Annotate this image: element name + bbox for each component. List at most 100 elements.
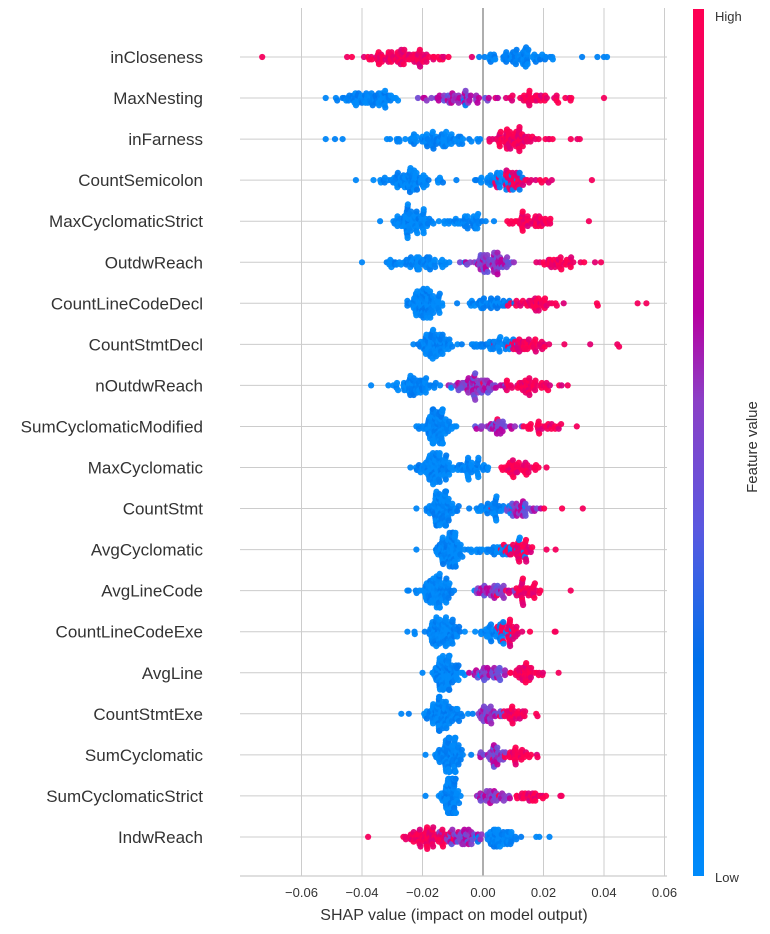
shap-point xyxy=(422,389,429,396)
shap-point xyxy=(558,421,565,428)
shap-point xyxy=(450,464,457,471)
shap-point xyxy=(455,717,463,725)
shap-point xyxy=(535,418,542,425)
shap-point xyxy=(455,761,462,768)
shap-point xyxy=(455,676,462,684)
shap-point xyxy=(465,454,472,461)
x-tick-label: 0.02 xyxy=(531,885,556,900)
shap-point xyxy=(454,300,461,307)
shap-point xyxy=(485,464,492,471)
shap-point xyxy=(446,336,453,343)
shap-point xyxy=(539,669,547,676)
shap-point xyxy=(525,46,532,53)
shap-point xyxy=(509,703,516,710)
shap-point xyxy=(423,97,430,104)
shap-point xyxy=(334,97,341,104)
shap-point xyxy=(541,505,548,512)
shap-point xyxy=(404,201,411,208)
feature-label: MaxNesting xyxy=(113,89,203,108)
shap-point xyxy=(552,546,559,553)
shap-point xyxy=(417,843,424,850)
shap-point xyxy=(430,220,437,227)
shap-point xyxy=(535,464,542,471)
shap-point xyxy=(437,382,444,389)
x-axis: −0.06 −0.04 −0.02 0.00 0.02 0.04 0.06 SHAP val… xyxy=(240,875,677,924)
feature-label: AvgCyclomatic xyxy=(91,541,204,560)
shap-point xyxy=(545,387,552,394)
shap-point xyxy=(446,686,453,693)
shap-point xyxy=(459,553,466,560)
shap-point xyxy=(512,761,519,768)
shap-point xyxy=(413,186,421,193)
shap-point xyxy=(474,99,481,106)
shap-point xyxy=(547,215,554,222)
shap-point xyxy=(523,558,530,565)
shap-point xyxy=(456,628,464,635)
shap-point xyxy=(526,375,533,382)
shap-point xyxy=(508,829,515,836)
shap-point xyxy=(404,628,411,635)
shap-point xyxy=(405,710,412,717)
shap-point xyxy=(513,623,520,631)
feature-label: MaxCyclomaticStrict xyxy=(49,212,203,231)
shap-point xyxy=(478,179,485,186)
shap-point xyxy=(529,544,536,551)
shap-point xyxy=(477,136,484,143)
shap-point xyxy=(424,824,431,831)
shap-point xyxy=(549,136,556,143)
shap-point xyxy=(446,580,453,587)
shap-point xyxy=(410,341,417,348)
shap-point xyxy=(430,843,437,850)
shap-point xyxy=(450,587,458,594)
shap-point xyxy=(497,334,504,341)
shap-point xyxy=(439,406,446,413)
x-tick-label: 0.06 xyxy=(652,885,677,900)
shap-point xyxy=(509,720,516,727)
shap-point xyxy=(427,314,434,321)
shap-point xyxy=(420,230,427,237)
shap-point xyxy=(459,140,466,147)
shap-point xyxy=(413,208,420,215)
shap-point xyxy=(490,218,498,225)
shap-point xyxy=(452,775,459,783)
shap-point xyxy=(581,259,588,266)
feature-label: inFarness xyxy=(128,130,203,149)
shap-point xyxy=(546,833,553,841)
shap-point xyxy=(424,143,431,150)
shap-point xyxy=(591,259,599,266)
shap-point xyxy=(419,669,426,676)
shap-point xyxy=(506,795,513,802)
shap-point xyxy=(426,266,434,273)
shap-point xyxy=(585,218,593,225)
shap-point xyxy=(525,336,532,343)
feature-label: CountLineCodeDecl xyxy=(51,294,203,313)
shap-point xyxy=(477,836,484,843)
shap-point xyxy=(465,710,472,717)
shap-point xyxy=(555,669,562,676)
shap-point xyxy=(492,56,499,63)
shap-point xyxy=(439,440,446,447)
shap-point xyxy=(331,136,339,143)
shap-point xyxy=(519,143,526,150)
shap-point xyxy=(468,548,475,556)
shap-point xyxy=(454,705,461,713)
shap-point xyxy=(523,660,530,667)
shap-point xyxy=(555,425,562,432)
shap-point xyxy=(459,136,467,143)
shap-point xyxy=(503,387,510,394)
shap-point xyxy=(600,94,608,102)
shap-point xyxy=(401,46,408,53)
colorbar-title: Feature value xyxy=(744,401,761,493)
shap-point xyxy=(568,94,575,102)
x-tick-label: 0.00 xyxy=(470,885,495,900)
shap-point xyxy=(559,505,566,512)
shap-point xyxy=(537,587,544,594)
shap-point xyxy=(511,423,518,430)
shap-point xyxy=(557,254,564,261)
shap-point xyxy=(358,259,366,266)
shap-point xyxy=(454,633,461,640)
shap-point xyxy=(516,558,523,565)
shap-point xyxy=(567,587,574,594)
shap-point xyxy=(436,450,443,457)
shap-point xyxy=(370,177,377,184)
